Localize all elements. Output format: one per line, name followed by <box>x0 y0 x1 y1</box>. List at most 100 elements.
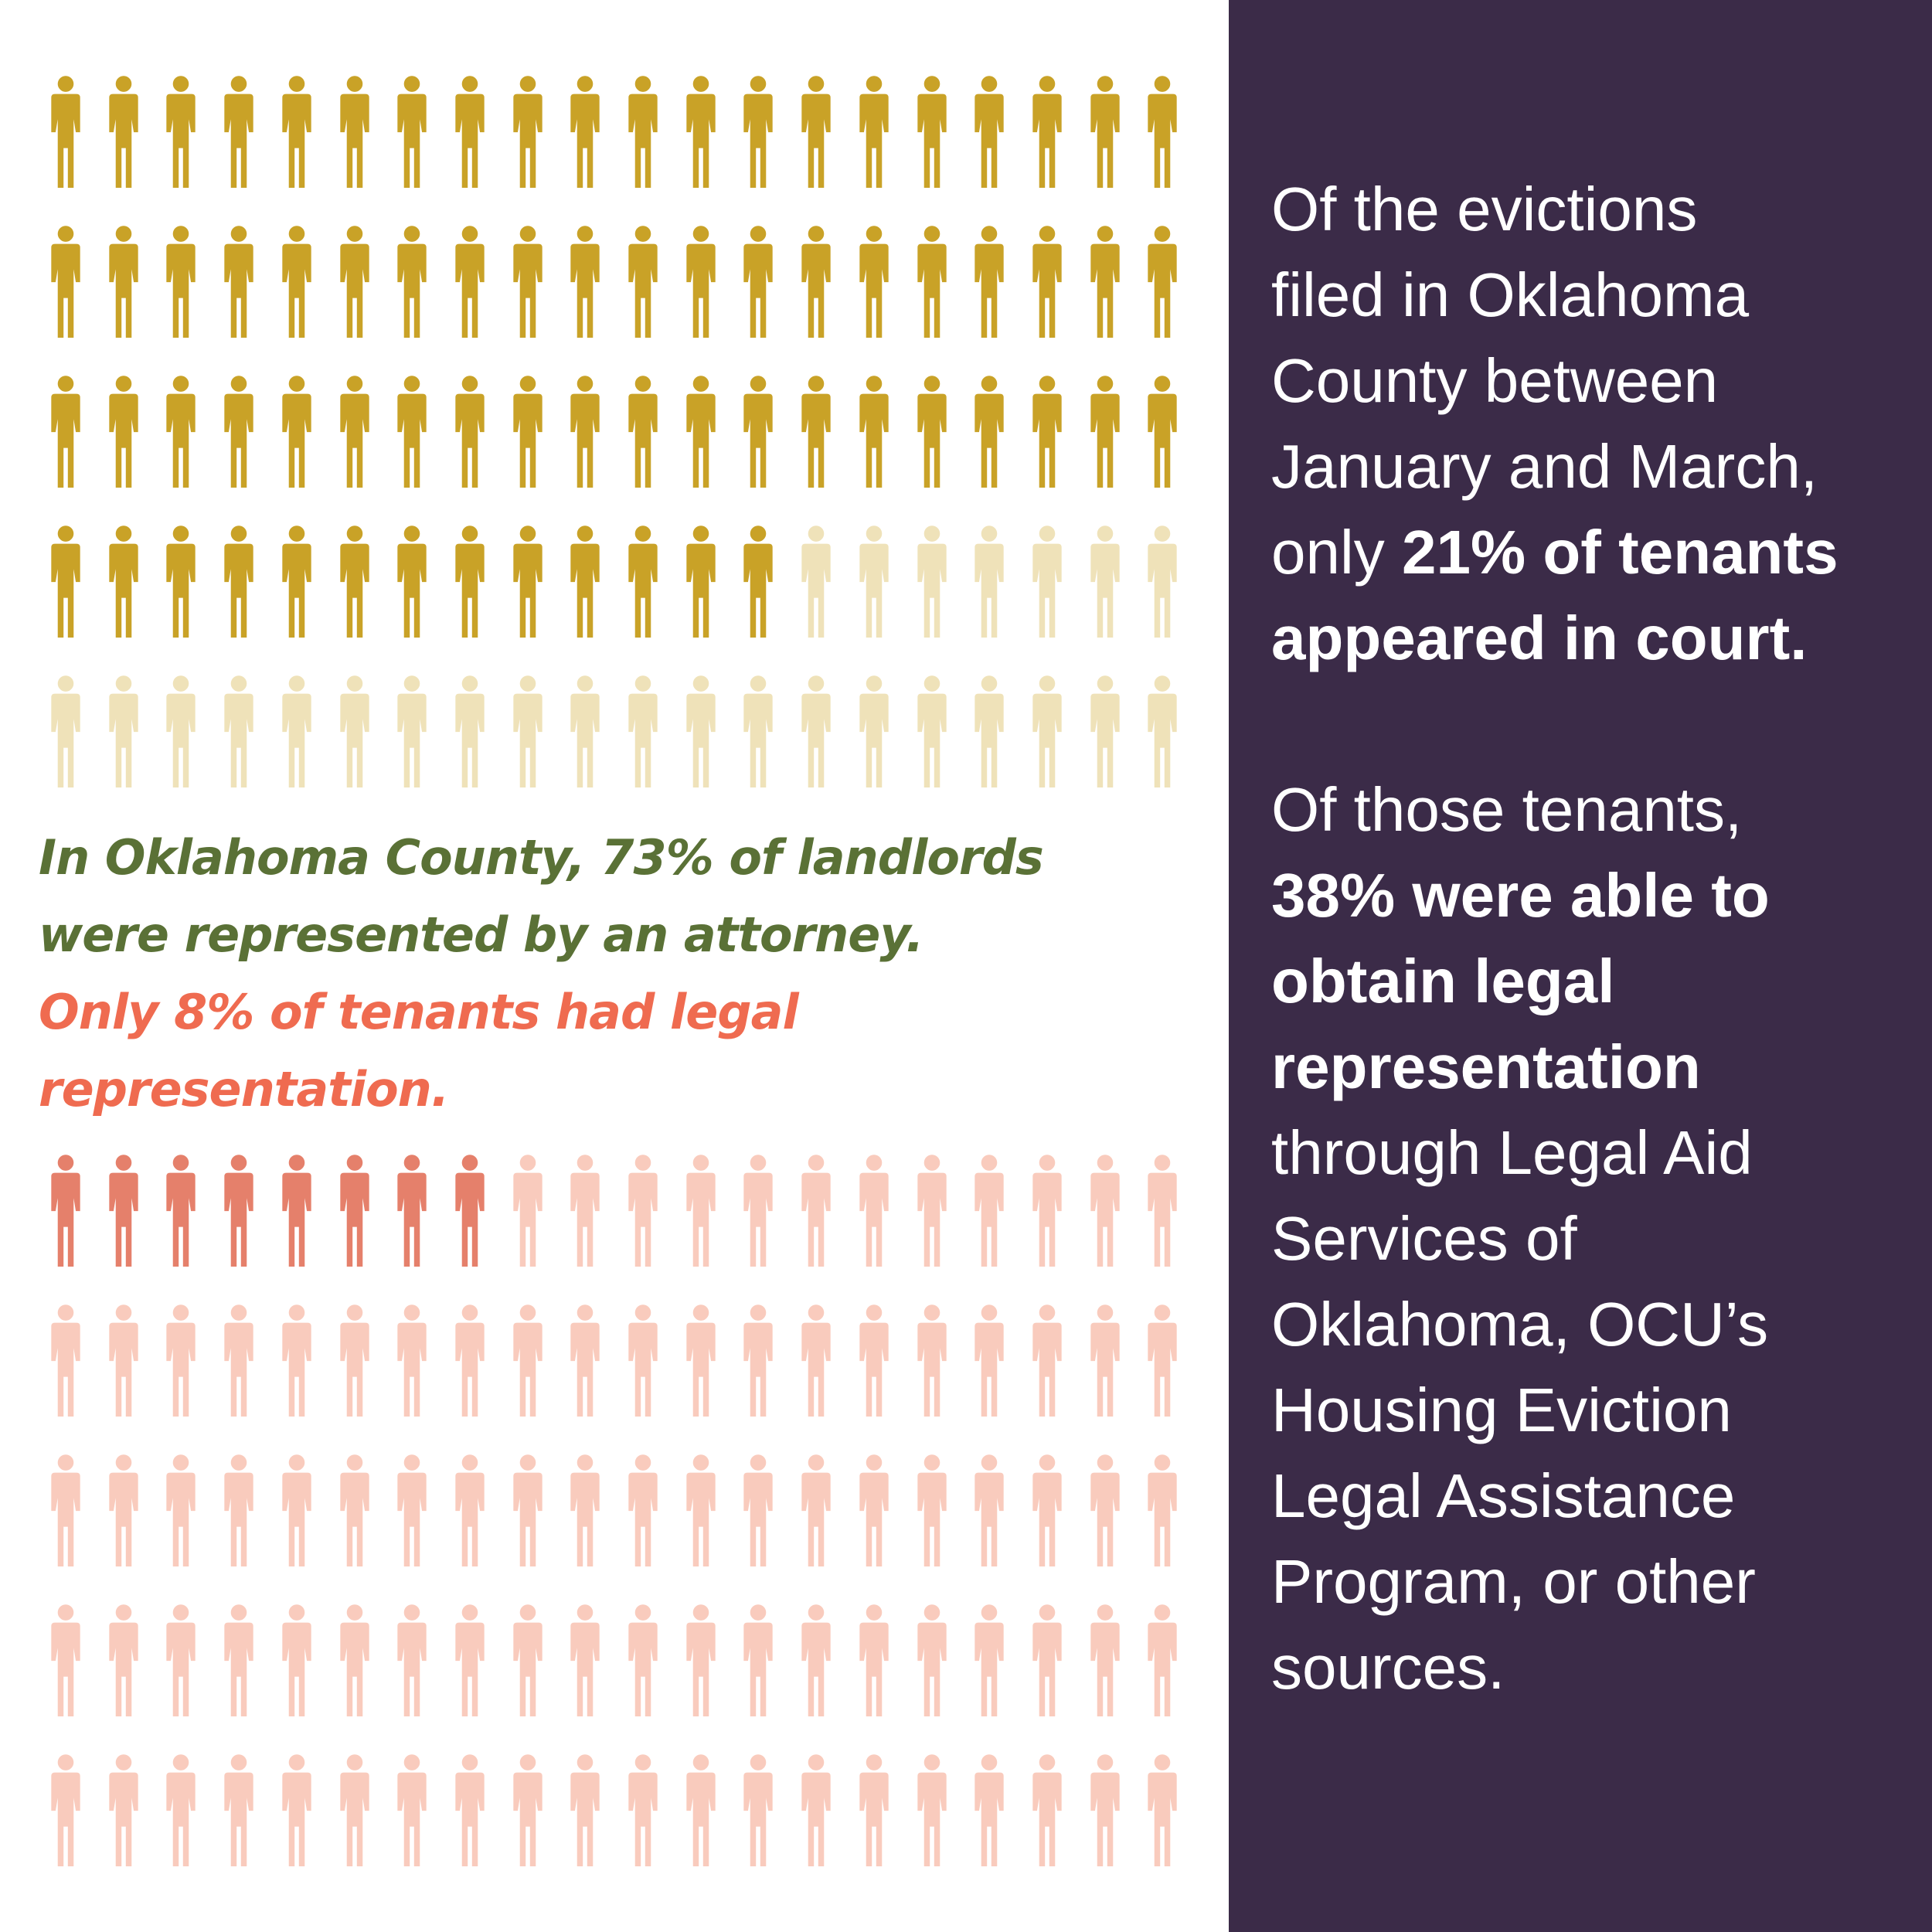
landlord-person-icon-highlighted <box>562 368 608 488</box>
landlord-person-icon-highlighted <box>505 368 551 488</box>
landlord-person-icon-muted <box>1082 518 1128 638</box>
caption-line-tenants-2: representation. <box>39 1061 449 1117</box>
landlord-person-icon-highlighted <box>158 518 204 638</box>
landlord-person-icon-highlighted <box>735 218 781 338</box>
landlord-person-icon-muted <box>274 668 320 787</box>
tenant-person-icon-muted <box>678 1597 724 1716</box>
tenant-person-icon-muted <box>447 1597 493 1716</box>
tenant-person-icon-muted <box>274 1297 320 1417</box>
landlord-person-icon-highlighted <box>158 218 204 338</box>
landlord-person-icon-highlighted <box>274 218 320 338</box>
landlord-person-icon-highlighted <box>1082 218 1128 338</box>
landlord-person-icon-highlighted <box>447 218 493 338</box>
landlord-person-icon-highlighted <box>909 68 955 188</box>
landlord-person-icon-highlighted <box>678 68 724 188</box>
tenant-person-icon-muted <box>447 1747 493 1866</box>
landlord-person-icon-highlighted <box>1139 218 1185 338</box>
landlord-person-icon-highlighted <box>620 218 666 338</box>
tenant-person-icon-muted <box>966 1297 1012 1417</box>
p2-line-4: representation <box>1271 1024 1913 1110</box>
landlord-person-icon-muted <box>966 518 1012 638</box>
tenant-person-icon-muted <box>332 1747 378 1866</box>
tenant-person-icon-highlighted <box>389 1147 435 1267</box>
p2-line-8: Housing Eviction <box>1271 1376 1732 1444</box>
landlord-person-icon-highlighted <box>966 218 1012 338</box>
tenant-person-icon-muted <box>678 1297 724 1417</box>
tenant-person-icon-muted <box>1139 1297 1185 1417</box>
caption-line-tenants-1: Only 8% of tenants had legal <box>39 984 799 1040</box>
landlord-person-icon-highlighted <box>332 68 378 188</box>
tenant-person-icon-muted <box>100 1297 147 1417</box>
landlord-person-icon-muted <box>1024 518 1070 638</box>
tenant-person-icon-muted <box>274 1447 320 1566</box>
tenant-person-icon-muted <box>851 1447 897 1566</box>
landlord-person-icon-highlighted <box>678 218 724 338</box>
tenant-person-icon-muted <box>1139 1147 1185 1267</box>
tenant-person-icon-muted <box>735 1447 781 1566</box>
landlord-person-icon-muted <box>43 668 89 787</box>
landlord-person-icon-highlighted <box>274 68 320 188</box>
tenant-person-icon-muted <box>274 1597 320 1716</box>
p1-line-6: appeared in court. <box>1271 595 1913 681</box>
landlord-person-icon-highlighted <box>216 218 262 338</box>
p2-line-9: Legal Assistance <box>1271 1461 1736 1530</box>
tenant-person-icon-muted <box>620 1297 666 1417</box>
tenant-person-icon-muted <box>562 1447 608 1566</box>
tenant-person-icon-muted <box>966 1747 1012 1866</box>
landlord-person-icon-highlighted <box>505 218 551 338</box>
landlord-person-icon-muted <box>100 668 147 787</box>
tenant-person-icon-muted <box>389 1747 435 1866</box>
landlord-person-icon-muted <box>851 668 897 787</box>
tenant-person-icon-muted <box>100 1597 147 1716</box>
tenant-person-icon-muted <box>793 1747 839 1866</box>
landlord-person-icon-muted <box>966 668 1012 787</box>
p2-line-2: 38% were able to <box>1271 852 1913 938</box>
tenant-person-icon-muted <box>216 1447 262 1566</box>
landlord-person-icon-highlighted <box>389 518 435 638</box>
p2-line-6: Services of <box>1271 1204 1577 1273</box>
tenant-person-icon-muted <box>1024 1297 1070 1417</box>
landlord-person-icon-highlighted <box>793 368 839 488</box>
p1-line-5-bold: 21% of tenants <box>1401 518 1838 587</box>
tenant-person-icon-highlighted <box>274 1147 320 1267</box>
landlord-person-icon-muted <box>158 668 204 787</box>
landlord-person-icon-highlighted <box>735 68 781 188</box>
tenant-person-icon-muted <box>389 1297 435 1417</box>
tenant-person-icon-muted <box>216 1597 262 1716</box>
landlord-person-icon-muted <box>793 518 839 638</box>
landlord-person-icon-muted <box>851 518 897 638</box>
tenant-person-icon-muted <box>1082 1447 1128 1566</box>
tenant-person-icon-muted <box>909 1747 955 1866</box>
tenant-person-icon-muted <box>505 1297 551 1417</box>
landlord-person-icon-highlighted <box>620 68 666 188</box>
landlord-person-icon-highlighted <box>158 68 204 188</box>
tenant-person-icon-muted <box>909 1597 955 1716</box>
tenant-person-icon-muted <box>735 1147 781 1267</box>
caption: In Oklahoma County, 73% of landlords wer… <box>39 819 1213 1128</box>
landlord-person-icon-muted <box>793 668 839 787</box>
landlord-person-icon-highlighted <box>274 518 320 638</box>
tenant-person-icon-muted <box>909 1147 955 1267</box>
tenant-person-icon-muted <box>735 1597 781 1716</box>
tenant-person-icon-muted <box>1082 1747 1128 1866</box>
landlord-person-icon-highlighted <box>1024 68 1070 188</box>
tenant-person-icon-muted <box>1024 1747 1070 1866</box>
landlord-person-icon-highlighted <box>43 368 89 488</box>
landlord-person-icon-highlighted <box>43 518 89 638</box>
landlord-person-icon-muted <box>909 518 955 638</box>
landlord-person-icon-highlighted <box>447 518 493 638</box>
landlord-person-icon-highlighted <box>793 218 839 338</box>
tenant-person-icon-muted <box>158 1597 204 1716</box>
landlord-person-icon-highlighted <box>447 368 493 488</box>
tenant-person-icon-muted <box>851 1147 897 1267</box>
tenant-person-icon-muted <box>909 1297 955 1417</box>
tenant-person-icon-muted <box>562 1747 608 1866</box>
p1-line-3: County between <box>1271 346 1719 415</box>
landlord-person-icon-highlighted <box>1139 368 1185 488</box>
landlord-person-icon-highlighted <box>505 518 551 638</box>
tenant-person-icon-muted <box>620 1447 666 1566</box>
tenant-person-icon-muted <box>505 1747 551 1866</box>
tenant-person-icon-muted <box>158 1297 204 1417</box>
landlord-person-icon-highlighted <box>851 368 897 488</box>
p2-line-1: Of those tenants, <box>1271 775 1743 844</box>
